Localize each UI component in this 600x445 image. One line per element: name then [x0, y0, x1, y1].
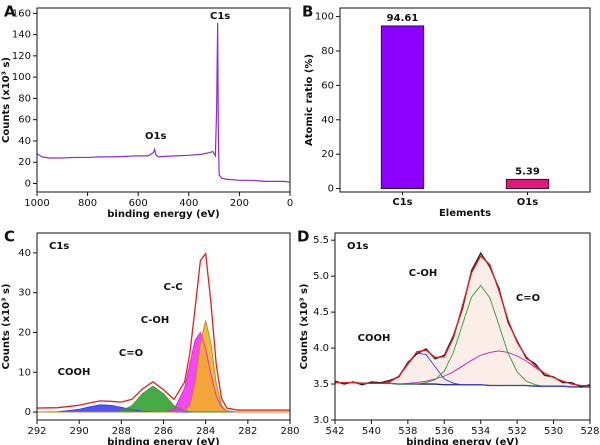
- y-tick-label: 40: [321, 115, 334, 126]
- x-tick-label: 288: [112, 426, 131, 437]
- y-tick-label: 4.0: [313, 343, 329, 354]
- x-tick-label: C1s: [392, 197, 412, 208]
- panel: C=O C-OH COOH O1s 3.0 3.5 4.0 4.5 5.0 5.5 542 540 53…: [297, 228, 600, 445]
- x-tick-label: 292: [27, 426, 46, 437]
- x-tick-label: O1s: [517, 197, 538, 208]
- component-label: C-OH: [409, 268, 438, 279]
- survey-line: [36, 22, 291, 184]
- x-tick-label: 1000: [24, 198, 49, 209]
- y-tick-label: 5.5: [313, 235, 329, 246]
- x-tick-label: 540: [362, 426, 381, 437]
- y-axis-label: Atomic ratio (%): [304, 54, 315, 146]
- panel-letter: D: [297, 228, 309, 246]
- y-tick-label: 20: [18, 157, 31, 168]
- x-tick-label: 400: [179, 198, 198, 209]
- x-tick-label: 0: [287, 198, 293, 209]
- panel: COOH C=O C-OH C-C C1s 0 10 20 30 40 292 290 288 286 28…: [1, 228, 300, 445]
- y-tick-label: 80: [321, 46, 334, 57]
- bar: [505, 178, 550, 189]
- plot-frame: [339, 7, 591, 193]
- x-tick-label: 280: [280, 426, 299, 437]
- y-tick-label: 140: [12, 30, 31, 41]
- component-label: C=O: [119, 348, 143, 359]
- plot-frame: [334, 232, 591, 421]
- x-tick-label: 800: [78, 198, 97, 209]
- component-label: COOH: [58, 367, 91, 378]
- x-axis-label: binding energy (eV): [107, 209, 220, 220]
- x-tick-label: 284: [196, 426, 215, 437]
- y-tick-label: 0: [25, 178, 31, 189]
- curve: [37, 320, 290, 413]
- component-label: C=O: [516, 293, 540, 304]
- x-tick-label: 530: [544, 426, 563, 437]
- x-tick-label: 200: [230, 198, 249, 209]
- y-tick-label: 3.0: [313, 415, 329, 426]
- area-fill: [335, 256, 590, 387]
- area-fill: [37, 386, 290, 413]
- y-axis-label: Counts (x10³ s): [1, 284, 12, 370]
- plot-frame: [36, 7, 291, 193]
- x-tick-label: 600: [129, 198, 148, 209]
- panel-letter: C: [4, 228, 15, 246]
- panel-title: O1s: [347, 241, 368, 252]
- x-axis-label: Elements: [439, 208, 491, 219]
- y-tick-label: 80: [18, 93, 31, 104]
- panel-letter: B: [302, 3, 313, 21]
- component-label: C-C: [163, 282, 182, 293]
- y-axis-label: Counts (x10³ s): [299, 284, 310, 370]
- y-tick-label: 0: [328, 184, 334, 195]
- curve: [36, 252, 290, 411]
- plot-frame: [36, 232, 291, 421]
- area-fill: [37, 404, 290, 413]
- y-tick-label: 20: [321, 149, 334, 160]
- component-label: C-OH: [141, 315, 170, 326]
- curve: [335, 254, 591, 387]
- y-tick-label: 10: [18, 367, 31, 378]
- y-tick-label: 3.5: [313, 379, 329, 390]
- value-label: 5.39: [515, 166, 540, 177]
- y-tick-label: 0: [25, 407, 31, 418]
- y-tick-label: 120: [12, 51, 31, 62]
- y-tick-label: 40: [18, 136, 31, 147]
- curve: [334, 251, 591, 388]
- y-tick-label: 40: [18, 248, 31, 259]
- y-tick-label: 60: [18, 115, 31, 126]
- x-axis-label: binding energy (eV): [107, 437, 220, 445]
- y-tick-label: 60: [321, 80, 334, 91]
- peak-label: O1s: [145, 131, 166, 142]
- panel: C1s O1s 0 20 40 60 80 100 120 140 160 1000 800 600 400…: [1, 3, 293, 221]
- panel: 94.61 C1s 5.39 O1s 0 20 40 60 80 100 Elements Atomi…: [302, 3, 591, 219]
- x-tick-label: 538: [398, 426, 417, 437]
- y-tick-label: 160: [12, 8, 31, 19]
- x-tick-label: 536: [435, 426, 454, 437]
- x-tick-label: 290: [70, 426, 89, 437]
- peak-label: C1s: [210, 11, 230, 22]
- y-axis-label: Counts (x10³ s): [1, 57, 12, 143]
- x-tick-label: 542: [325, 426, 344, 437]
- y-tick-label: 100: [12, 72, 31, 83]
- value-label: 94.61: [387, 13, 419, 24]
- y-tick-label: 30: [18, 288, 31, 299]
- y-tick-label: 100: [315, 12, 334, 23]
- x-tick-label: 528: [580, 426, 599, 437]
- y-tick-label: 20: [18, 327, 31, 338]
- x-tick-label: 532: [508, 426, 527, 437]
- bar: [380, 25, 425, 189]
- panel-title: C1s: [49, 241, 69, 252]
- x-tick-label: 534: [471, 426, 490, 437]
- x-axis-label: binding energy (eV): [406, 437, 519, 445]
- x-tick-label: 286: [154, 426, 173, 437]
- y-tick-label: 4.5: [313, 307, 329, 318]
- component-label: COOH: [358, 333, 391, 344]
- panel-letter: A: [4, 3, 16, 21]
- x-tick-label: 282: [238, 426, 257, 437]
- y-tick-label: 5.0: [313, 271, 329, 282]
